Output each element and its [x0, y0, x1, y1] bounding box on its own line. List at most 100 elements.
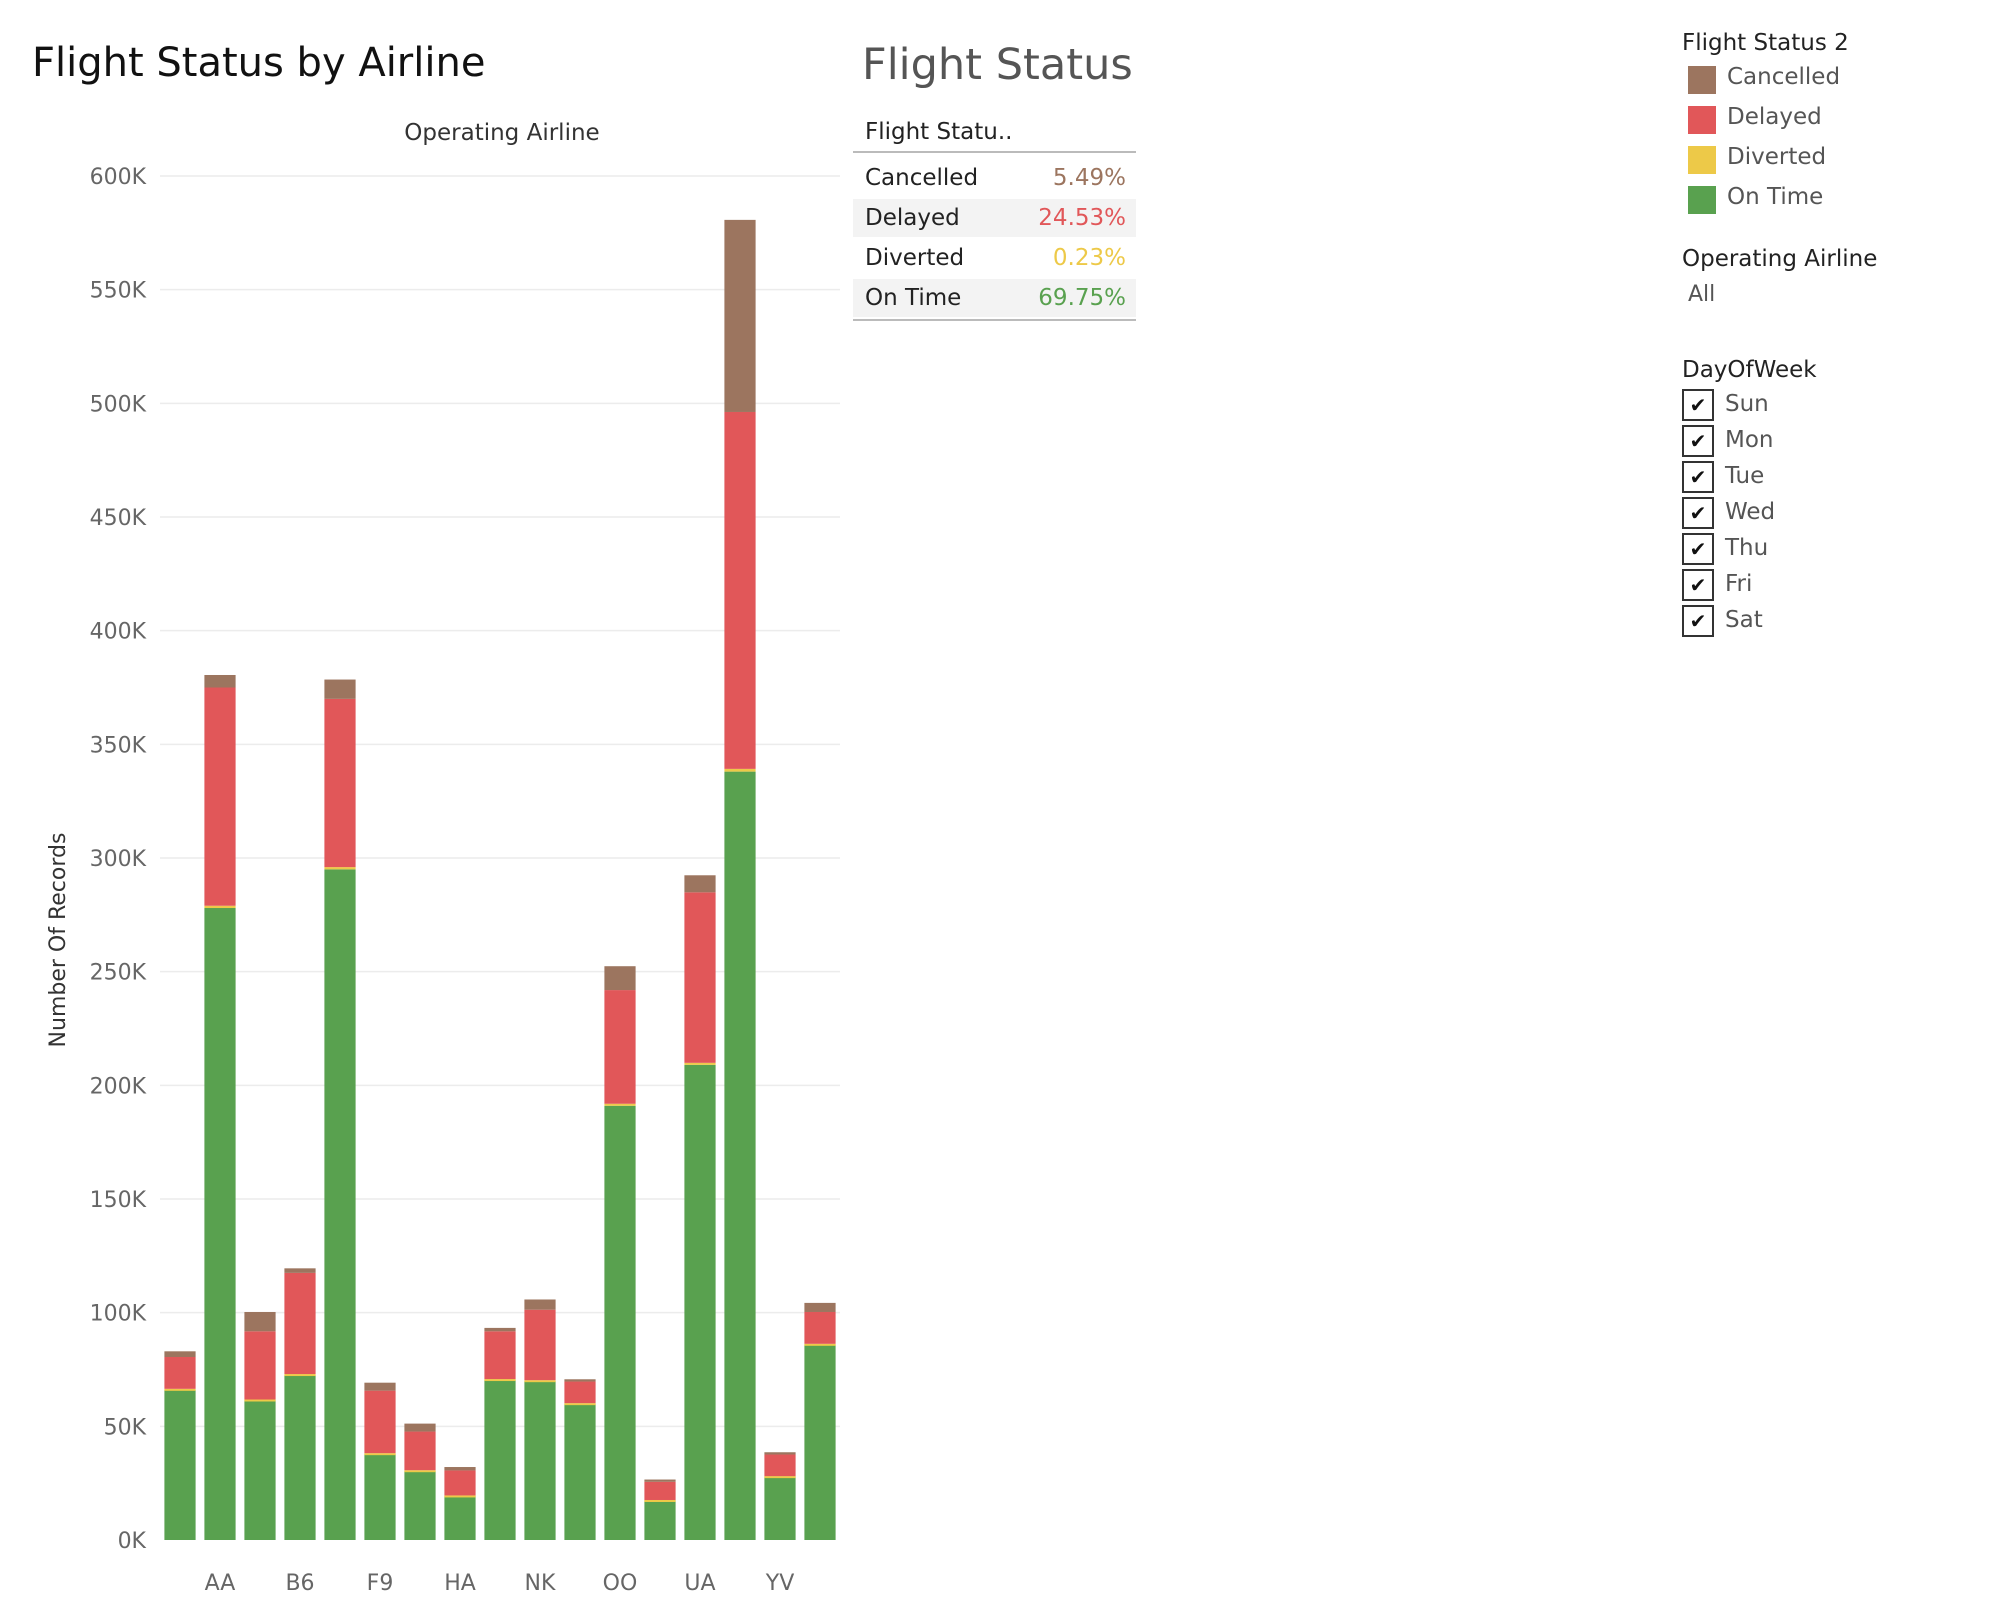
bar-QX-on-time[interactable] — [644, 1500, 676, 1540]
legend-item[interactable]: Delayed — [1682, 102, 1982, 142]
checkbox-checked-icon[interactable]: ✔ — [1682, 389, 1714, 421]
bar-9E-cancelled[interactable] — [164, 1351, 196, 1357]
bar-QX-cancelled[interactable] — [644, 1479, 676, 1482]
bar-OH-on-time[interactable] — [564, 1403, 596, 1540]
bar-NK-on-time[interactable] — [524, 1380, 556, 1540]
bar-9E-delayed[interactable] — [164, 1356, 196, 1389]
bar-OO-cancelled[interactable] — [604, 966, 636, 991]
bar-AS-diverted[interactable] — [244, 1399, 276, 1402]
bar-MQ-cancelled[interactable] — [484, 1327, 516, 1332]
bar-AA-cancelled[interactable] — [204, 674, 236, 688]
legend-item[interactable]: Cancelled — [1682, 62, 1982, 102]
dow-option[interactable]: ✔ Fri — [1682, 567, 1817, 603]
y-tick-label: 150K — [90, 1188, 147, 1213]
bar-HA-delayed[interactable] — [444, 1470, 476, 1496]
bar-AS-delayed[interactable] — [244, 1331, 276, 1400]
color-legend: Flight Status 2 Cancelled Delayed Diverted… — [1682, 30, 1982, 222]
bar-OO-diverted[interactable] — [604, 1103, 636, 1106]
bar-UA-diverted[interactable] — [684, 1062, 716, 1065]
bar-9E-diverted[interactable] — [164, 1388, 196, 1391]
bar-B6-delayed[interactable] — [284, 1272, 316, 1375]
bar-AA-on-time[interactable] — [204, 908, 236, 1540]
bar-G4-cancelled[interactable] — [404, 1423, 436, 1432]
x-tick-label: HA — [444, 1571, 476, 1596]
bar-UA-delayed[interactable] — [684, 892, 716, 1063]
bar-9E-on-time[interactable] — [164, 1389, 196, 1540]
bar-DL-delayed[interactable] — [324, 698, 356, 868]
bar-B6-diverted[interactable] — [284, 1374, 316, 1377]
bar-MQ-on-time[interactable] — [484, 1379, 516, 1540]
bar-B6-on-time[interactable] — [284, 1375, 316, 1540]
legend-swatch — [1688, 66, 1716, 94]
bar-G4-diverted[interactable] — [404, 1470, 436, 1473]
checkbox-checked-icon[interactable]: ✔ — [1682, 425, 1714, 457]
table-row: On Time 69.75% — [853, 279, 1136, 317]
bar-YV-on-time[interactable] — [764, 1476, 796, 1540]
bar-DL-diverted[interactable] — [324, 867, 356, 870]
bar-WN-on-time[interactable] — [724, 771, 756, 1540]
checkbox-checked-icon[interactable]: ✔ — [1682, 605, 1714, 637]
dow-option[interactable]: ✔ Sat — [1682, 603, 1817, 639]
dow-label: Sat — [1725, 607, 1763, 633]
legend-item[interactable]: Diverted — [1682, 142, 1982, 182]
bar-B6-cancelled[interactable] — [284, 1268, 316, 1273]
table-row: Diverted 0.23% — [853, 239, 1136, 277]
bar-MQ-diverted[interactable] — [484, 1379, 516, 1382]
bar-F9-delayed[interactable] — [364, 1390, 396, 1454]
bar-QX-diverted[interactable] — [644, 1499, 676, 1502]
bar-WN-cancelled[interactable] — [724, 219, 756, 412]
bar-WN-diverted[interactable] — [724, 768, 756, 772]
bar-MQ-delayed[interactable] — [484, 1331, 516, 1380]
legend-label: Delayed — [1727, 104, 1822, 130]
bar-YX-delayed[interactable] — [804, 1311, 836, 1344]
legend-label: Diverted — [1727, 144, 1827, 170]
bar-AA-delayed[interactable] — [204, 687, 236, 906]
bar-NK-delayed[interactable] — [524, 1309, 556, 1381]
bar-UA-on-time[interactable] — [684, 1064, 716, 1540]
bar-HA-cancelled[interactable] — [444, 1467, 476, 1471]
bar-G4-delayed[interactable] — [404, 1431, 436, 1471]
dow-option[interactable]: ✔ Mon — [1682, 423, 1817, 459]
legend-items: Cancelled Delayed Diverted On Time — [1682, 62, 1982, 222]
bar-DL-cancelled[interactable] — [324, 679, 356, 699]
legend-item[interactable]: On Time — [1682, 182, 1982, 222]
bar-F9-on-time[interactable] — [364, 1453, 396, 1540]
bar-YV-cancelled[interactable] — [764, 1452, 796, 1455]
legend-swatch — [1688, 146, 1716, 174]
filter-value[interactable]: All — [1688, 282, 1716, 307]
dow-option[interactable]: ✔ Tue — [1682, 459, 1817, 495]
bar-G4-on-time[interactable] — [404, 1470, 436, 1540]
dow-option[interactable]: ✔ Thu — [1682, 531, 1817, 567]
bar-WN-delayed[interactable] — [724, 411, 756, 769]
bar-AS-cancelled[interactable] — [244, 1311, 276, 1332]
bar-YX-cancelled[interactable] — [804, 1302, 836, 1312]
bar-NK-diverted[interactable] — [524, 1380, 556, 1383]
checkbox-checked-icon[interactable]: ✔ — [1682, 461, 1714, 493]
bar-HA-diverted[interactable] — [444, 1495, 476, 1498]
bar-YX-diverted[interactable] — [804, 1343, 836, 1346]
x-tick-label: NK — [525, 1571, 556, 1596]
checkbox-checked-icon[interactable]: ✔ — [1682, 533, 1714, 565]
bar-HA-on-time[interactable] — [444, 1495, 476, 1540]
bar-YX-on-time[interactable] — [804, 1344, 836, 1540]
bar-UA-cancelled[interactable] — [684, 875, 716, 893]
bar-AA-diverted[interactable] — [204, 905, 236, 909]
bar-QX-delayed[interactable] — [644, 1481, 676, 1500]
bar-YV-delayed[interactable] — [764, 1454, 796, 1477]
bar-OO-on-time[interactable] — [604, 1105, 636, 1540]
dow-option[interactable]: ✔ Wed — [1682, 495, 1817, 531]
operating-airline-filter[interactable]: Operating Airline All — [1682, 246, 1877, 307]
checkbox-checked-icon[interactable]: ✔ — [1682, 497, 1714, 529]
bar-OH-delayed[interactable] — [564, 1381, 596, 1404]
bar-OH-cancelled[interactable] — [564, 1379, 596, 1382]
bar-F9-diverted[interactable] — [364, 1453, 396, 1456]
bar-AS-on-time[interactable] — [244, 1400, 276, 1540]
bar-F9-cancelled[interactable] — [364, 1382, 396, 1391]
bar-OH-diverted[interactable] — [564, 1403, 596, 1406]
dow-option[interactable]: ✔ Sun — [1682, 387, 1817, 423]
bar-DL-on-time[interactable] — [324, 869, 356, 1540]
checkbox-checked-icon[interactable]: ✔ — [1682, 569, 1714, 601]
bar-NK-cancelled[interactable] — [524, 1299, 556, 1310]
bar-OO-delayed[interactable] — [604, 990, 636, 1104]
bar-YV-diverted[interactable] — [764, 1476, 796, 1479]
